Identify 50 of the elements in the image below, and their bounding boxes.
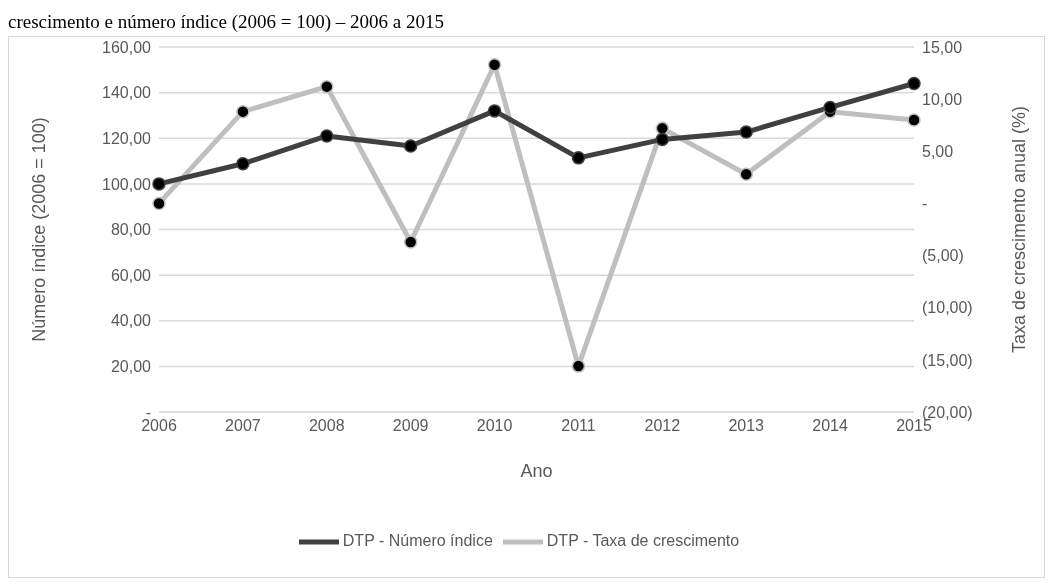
point [152, 177, 166, 191]
y2-axis-title: Taxa de crescimento anual (%) [1009, 105, 1030, 354]
point [236, 157, 250, 171]
y2-tick-label: (20,00) [922, 403, 973, 421]
y2-tick-label: (15,00) [922, 351, 973, 369]
point [487, 104, 502, 118]
x-tick-label: 2008 [308, 417, 345, 435]
y-tick-label: 80,00 [110, 221, 152, 239]
x-tick-label: 2009 [392, 417, 429, 435]
y2-tick-label: 5,00 [922, 142, 954, 160]
legend-label: DTP - Taxa de crescimento [546, 532, 740, 550]
point [487, 57, 502, 72]
y-axis-title: Número índice (2006 = 100) [29, 117, 50, 342]
point [739, 125, 753, 139]
x-tick-label: 2014 [812, 417, 849, 435]
x-tick-label: 2010 [476, 417, 513, 435]
x-axis-title: Ano [520, 461, 553, 481]
y2-tick-label: (10,00) [922, 299, 973, 317]
point [823, 100, 837, 115]
point [320, 129, 334, 143]
point [320, 79, 334, 94]
point [907, 113, 921, 127]
y-tick-label: 100,00 [102, 175, 152, 193]
y-tick-label: 140,00 [102, 84, 152, 102]
y-tick-label: 20,00 [110, 358, 152, 376]
y-tick-label: 160,00 [102, 38, 152, 56]
y2-tick-label: - [922, 195, 928, 213]
point [571, 151, 586, 165]
x-tick-label: 2013 [728, 417, 765, 435]
y-tick-label: 120,00 [102, 129, 152, 147]
point [571, 359, 586, 373]
x-tick-label: 2012 [644, 417, 681, 435]
point [655, 132, 670, 147]
y-tick-label: 60,00 [110, 266, 152, 284]
y2-tick-label: 10,00 [922, 90, 963, 108]
legend-label: DTP - Número índice [342, 532, 493, 550]
x-tick-label: 2007 [225, 417, 261, 435]
point [907, 76, 921, 91]
x-tick-label: 2006 [141, 417, 177, 435]
chart-title: crescimento e número índice (2006 = 100) – 2006 a 2015 [8, 10, 445, 34]
point [403, 139, 418, 153]
y2-tick-label: (5,00) [922, 247, 964, 265]
point [655, 121, 670, 136]
x-tick-label: 2011 [561, 417, 596, 435]
y2-tick-label: 15,00 [922, 38, 963, 56]
point [152, 196, 166, 211]
y-tick-label: 40,00 [110, 312, 152, 330]
point [739, 167, 753, 181]
point [236, 104, 250, 119]
point [403, 235, 418, 249]
